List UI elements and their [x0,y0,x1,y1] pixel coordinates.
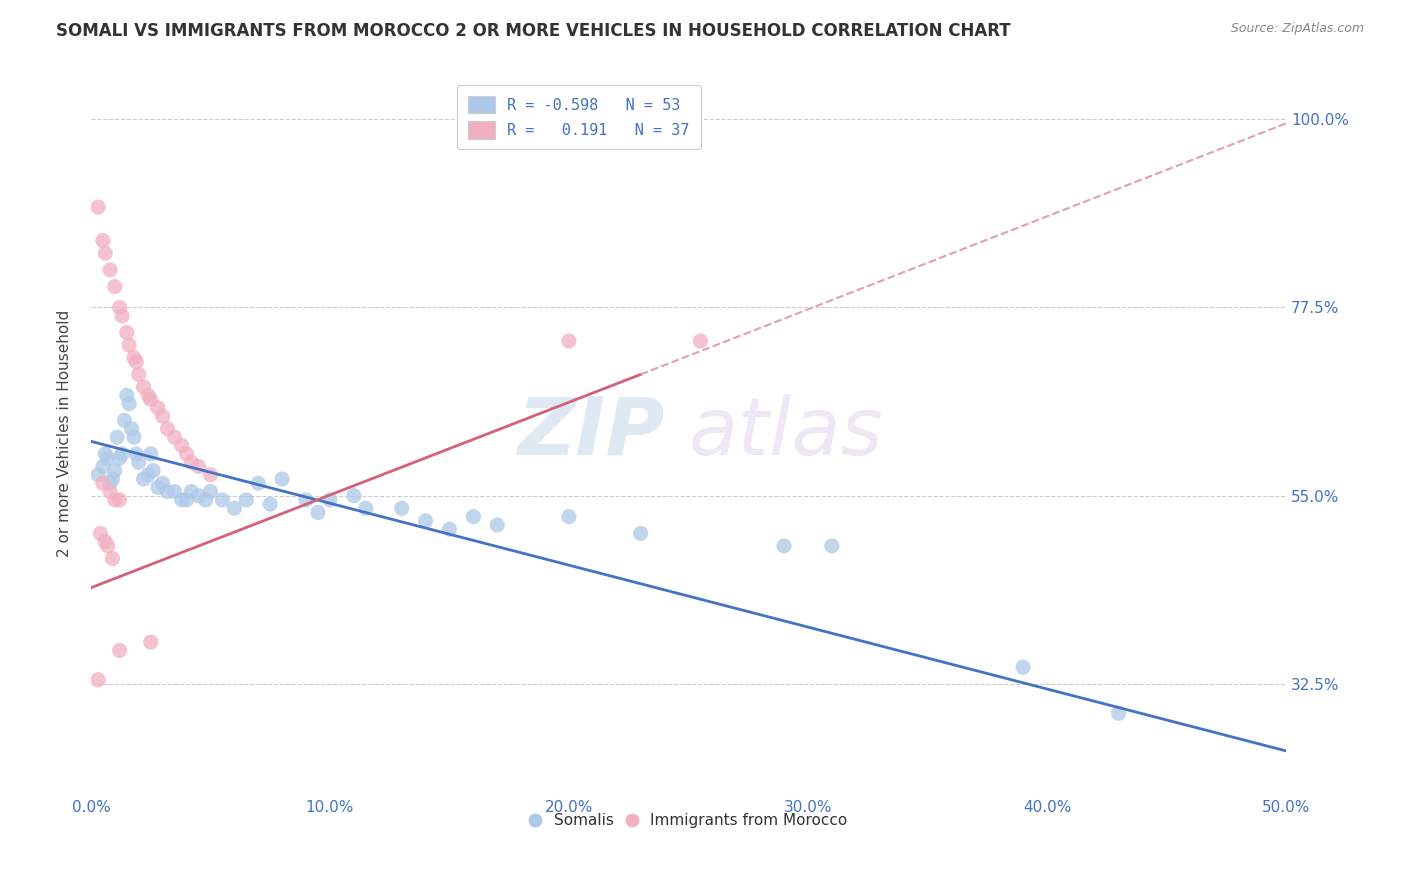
Point [271,472,294,486]
Point [139,635,162,649]
Point [94,534,117,549]
Point [689,334,711,348]
Point [108,492,131,507]
Point [118,338,141,352]
Point [118,397,141,411]
Point [486,518,509,533]
Point [136,388,159,402]
Point [247,476,270,491]
Point [139,392,162,407]
Point [115,326,138,340]
Point [98,484,121,499]
Point [91,234,114,248]
Point [319,492,342,507]
Point [97,539,120,553]
Point [463,509,485,524]
Point [187,489,209,503]
Point [176,447,198,461]
Point [87,467,110,482]
Point [170,438,193,452]
Point [170,492,193,507]
Point [156,422,179,436]
Point [180,455,202,469]
Point [200,467,222,482]
Point [439,522,461,536]
Point [152,476,174,491]
Point [104,464,127,478]
Point [91,459,114,474]
Point [108,301,131,315]
Point [125,447,148,461]
Legend: Somalis, Immigrants from Morocco: Somalis, Immigrants from Morocco [523,807,853,834]
Point [87,673,110,687]
Point [111,447,134,461]
Point [1108,706,1130,721]
Point [111,309,134,323]
Point [98,476,121,491]
Point [180,484,202,499]
Point [187,459,209,474]
Point [121,422,143,436]
Point [259,497,281,511]
Point [122,430,145,444]
Point [146,480,169,494]
Point [558,334,581,348]
Point [146,401,169,415]
Point [295,492,318,507]
Point [132,472,155,486]
Point [176,492,198,507]
Point [97,451,120,466]
Point [136,467,159,482]
Point [101,472,124,486]
Text: SOMALI VS IMMIGRANTS FROM MOROCCO 2 OR MORE VEHICLES IN HOUSEHOLD CORRELATION CH: SOMALI VS IMMIGRANTS FROM MOROCCO 2 OR M… [56,22,1011,40]
Point [773,539,796,553]
Point [139,447,162,461]
Point [125,355,148,369]
Point [132,380,155,394]
Point [156,484,179,499]
Point [391,501,413,516]
Point [98,263,121,277]
Point [343,489,366,503]
Point [128,455,150,469]
Point [94,447,117,461]
Point [163,430,186,444]
Point [108,643,131,657]
Point [558,509,581,524]
Point [87,200,110,214]
Point [821,539,844,553]
Text: ZIP: ZIP [517,394,665,472]
Text: atlas: atlas [689,394,883,472]
Point [163,484,186,499]
Point [89,526,111,541]
Point [1012,660,1035,674]
Point [105,430,128,444]
Point [122,351,145,365]
Point [128,368,150,382]
Point [194,492,217,507]
Point [142,464,165,478]
Point [307,506,329,520]
Point [94,246,117,260]
Point [91,476,114,491]
Point [112,413,135,427]
Point [104,279,127,293]
Point [115,388,138,402]
Point [211,492,233,507]
Point [630,526,652,541]
Point [224,501,246,516]
Point [152,409,174,424]
Point [354,501,377,516]
Point [101,551,124,566]
Point [200,484,222,499]
Point [415,514,437,528]
Point [104,492,127,507]
Text: Source: ZipAtlas.com: Source: ZipAtlas.com [1230,22,1364,36]
Point [235,492,257,507]
Y-axis label: 2 or more Vehicles in Household: 2 or more Vehicles in Household [58,310,72,557]
Point [108,451,131,466]
